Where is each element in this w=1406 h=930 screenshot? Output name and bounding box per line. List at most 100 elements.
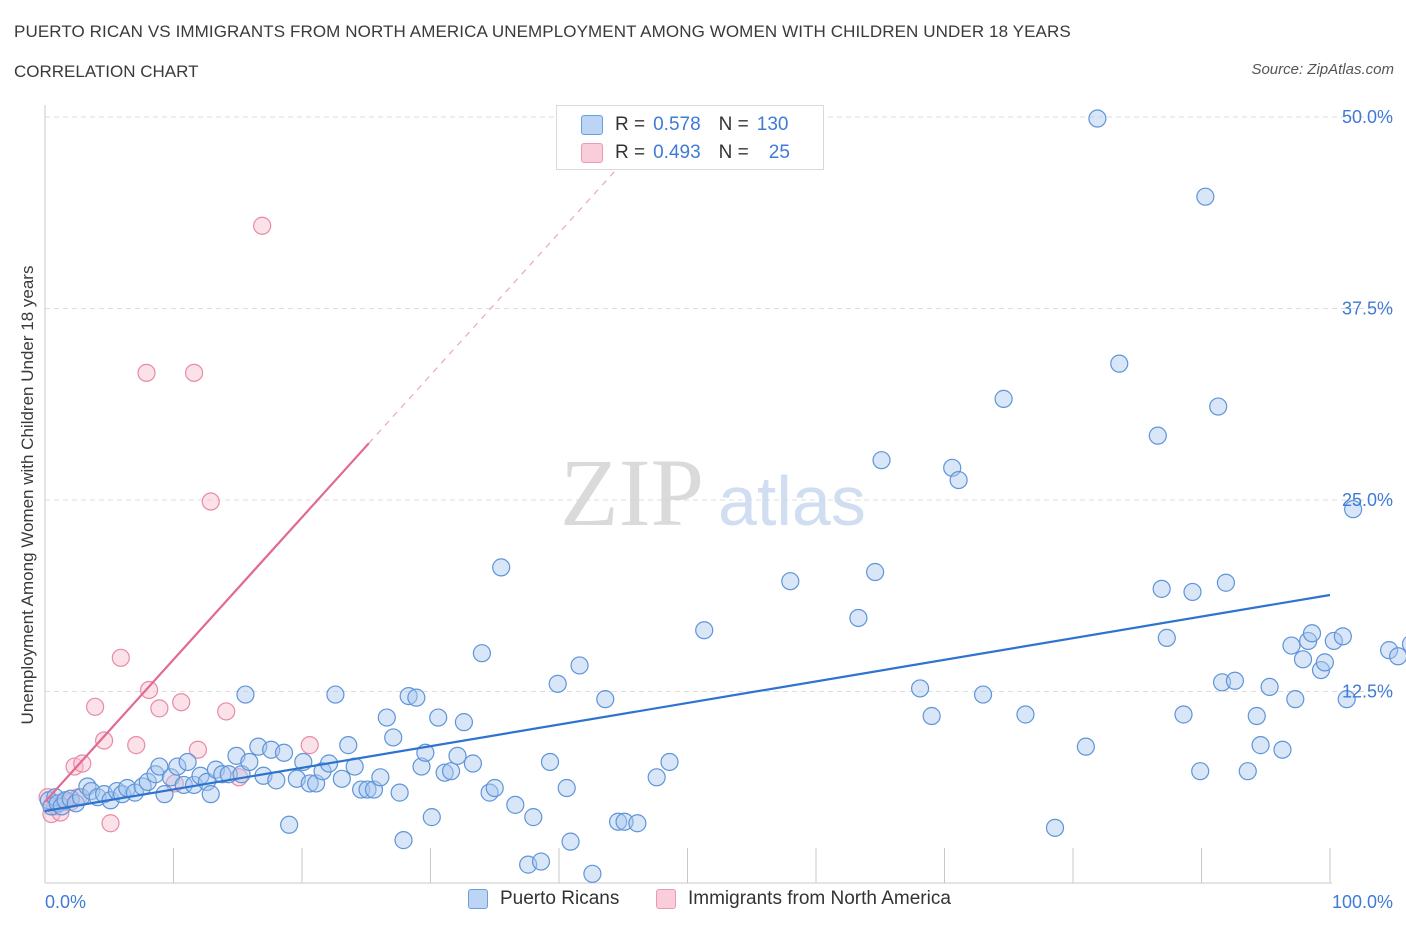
- chart-title: PUERTO RICAN VS IMMIGRANTS FROM NORTH AM…: [14, 22, 1071, 41]
- puerto-rican-point: [524, 808, 543, 827]
- puerto-rican-point: [949, 470, 968, 490]
- puerto-rican-point: [506, 795, 525, 814]
- puerto-rican-point: [463, 754, 483, 773]
- puerto-rican-point: [1157, 628, 1176, 647]
- puerto-rican-point: [1174, 705, 1193, 724]
- legend-item-puerto-ricans: Puerto Ricans: [468, 888, 619, 910]
- immigrants-trend-extension: [368, 147, 637, 444]
- axes: [44, 105, 1332, 884]
- puerto-rican-point: [1183, 582, 1202, 602]
- puerto-rican-point: [1273, 740, 1292, 759]
- puerto-rican-point: [922, 706, 941, 726]
- puerto-rican-point: [994, 389, 1013, 408]
- x-tick-label: 0.0%: [45, 892, 86, 912]
- puerto-rican-point: [441, 762, 461, 781]
- legend-r-value: 0.493: [653, 142, 701, 163]
- y-tick-label: 50.0%: [1342, 107, 1393, 127]
- immigrants-point: [95, 731, 114, 750]
- puerto-rican-point: [1324, 631, 1343, 651]
- legend-swatch-blue: [581, 115, 603, 135]
- puerto-rican-point: [1251, 736, 1270, 755]
- puerto-rican-point: [412, 757, 431, 776]
- puerto-rican-point: [454, 713, 474, 732]
- puerto-rican-point: [339, 736, 358, 755]
- puerto-rican-point: [1315, 653, 1334, 672]
- puerto-rican-point: [332, 769, 351, 788]
- immigrants-point: [184, 363, 204, 382]
- puerto-rican-point: [1016, 705, 1035, 724]
- legend-n-value: 25: [768, 142, 790, 163]
- puerto-rican-point: [155, 785, 174, 804]
- y-tick-label: 25.0%: [1342, 490, 1393, 510]
- legend-r-value: 0.578: [653, 114, 701, 135]
- puerto-rican-point: [485, 778, 504, 798]
- puerto-rican-point: [1282, 636, 1301, 655]
- legend-label: Puerto Ricans: [500, 888, 620, 909]
- legend-swatch-blue: [468, 889, 488, 909]
- puerto-rican-point: [274, 743, 294, 762]
- puerto-rican-point: [394, 831, 413, 850]
- puerto-rican-point: [492, 558, 511, 577]
- puerto-rican-point: [1216, 573, 1236, 592]
- puerto-rican-point: [1148, 426, 1167, 445]
- puerto-rican-point: [1196, 187, 1215, 206]
- stats-legend: R = 0.578 N = 130 R = 0.493 N = 25: [556, 105, 824, 170]
- puerto-rican-point: [178, 752, 197, 772]
- puerto-rican-point: [1238, 762, 1257, 781]
- puerto-rican-point: [557, 778, 576, 798]
- immigrants-point: [111, 648, 130, 667]
- puerto-rican-point: [352, 780, 371, 799]
- puerto-rican-point: [1293, 650, 1313, 669]
- puerto-rican-point: [429, 708, 448, 727]
- puerto-rican-point: [1076, 737, 1095, 756]
- puerto-rican-point: [647, 768, 666, 787]
- puerto-rican-point: [358, 780, 377, 799]
- immigrants-point: [137, 363, 156, 382]
- legend-r-label: R =: [615, 142, 646, 163]
- puerto-rican-point: [540, 752, 560, 772]
- puerto-rican-point: [596, 690, 615, 709]
- puerto-rican-point: [377, 708, 396, 727]
- immigrants-point: [172, 693, 191, 712]
- puerto-rican-point: [371, 768, 390, 787]
- immigrants-point: [139, 680, 159, 700]
- watermark-atlas: atlas: [718, 462, 866, 540]
- puerto-rican-point: [660, 752, 679, 772]
- immigrants-point: [217, 702, 236, 721]
- puerto-ricans-trend-line: [44, 593, 1331, 813]
- puerto-rican-point: [1225, 671, 1245, 690]
- puerto-rican-point: [326, 685, 345, 704]
- legend-row-puerto-ricans: R = 0.578 N = 130: [581, 113, 788, 137]
- puerto-rican-point: [866, 562, 885, 582]
- series-legend: Puerto Ricans Immigrants from North Amer…: [0, 888, 1406, 916]
- x-tick-label: 100.0%: [1332, 892, 1393, 912]
- puerto-rican-point: [300, 774, 319, 793]
- puerto-rican-point: [1344, 500, 1363, 519]
- immigrants-point: [201, 492, 220, 511]
- puerto-rican-point: [1260, 677, 1279, 697]
- immigrants-point: [73, 754, 92, 773]
- immigrants-point: [188, 740, 208, 759]
- puerto-rican-point: [609, 812, 628, 831]
- puerto-rican-point: [168, 757, 187, 776]
- grid-lines: [45, 116, 1392, 692]
- puerto-rican-point: [781, 572, 800, 591]
- puerto-rican-point: [1152, 579, 1171, 598]
- puerto-rican-point: [1389, 647, 1406, 666]
- legend-item-immigrants: Immigrants from North America: [656, 888, 951, 910]
- y-tick-label: 37.5%: [1342, 299, 1393, 319]
- puerto-rican-point: [201, 785, 220, 804]
- puerto-rican-point: [695, 621, 714, 640]
- puerto-rican-point: [1286, 690, 1305, 709]
- immigrants-trend-line: [44, 442, 370, 803]
- puerto-rican-point: [240, 752, 259, 772]
- chart-subtitle: CORRELATION CHART: [14, 62, 199, 81]
- puerto-rican-point: [849, 608, 868, 628]
- puerto-rican-point: [407, 688, 426, 707]
- puerto-rican-point: [390, 783, 409, 802]
- puerto-rican-point: [1110, 354, 1129, 373]
- y-tick-label: 12.5%: [1342, 682, 1393, 702]
- puerto-rican-point: [1191, 762, 1210, 781]
- series-immigrants-points: [38, 216, 319, 833]
